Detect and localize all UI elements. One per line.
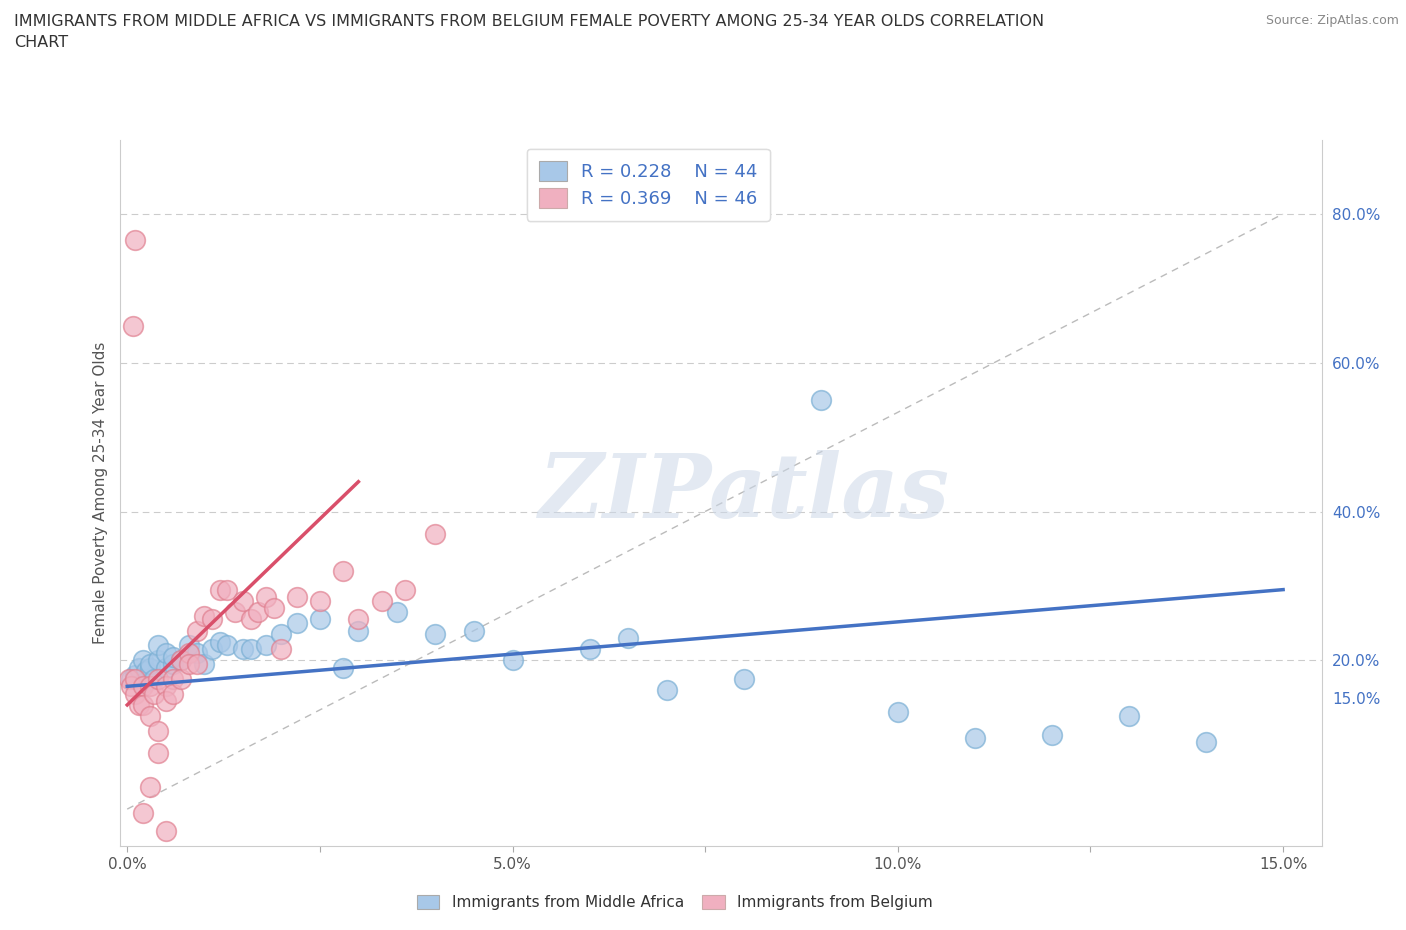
Point	[124, 668, 146, 683]
Text: Source: ZipAtlas.com: Source: ZipAtlas.com	[1265, 14, 1399, 27]
Text: CHART: CHART	[14, 35, 67, 50]
Point	[124, 232, 146, 247]
Point	[120, 671, 142, 686]
Point	[155, 660, 177, 675]
Point	[186, 657, 208, 671]
Point	[887, 705, 910, 720]
Point	[170, 653, 193, 668]
Point	[155, 824, 177, 839]
Point	[201, 642, 224, 657]
Point	[217, 582, 239, 597]
Point	[332, 660, 354, 675]
Point	[1040, 727, 1063, 742]
Point	[247, 604, 270, 619]
Point	[155, 645, 177, 660]
Point	[285, 590, 308, 604]
Point	[201, 612, 224, 627]
Point	[162, 671, 184, 686]
Point	[347, 623, 370, 638]
Point	[502, 653, 524, 668]
Point	[131, 675, 153, 690]
Point	[143, 686, 166, 701]
Point	[1118, 709, 1140, 724]
Point	[124, 671, 146, 686]
Point	[394, 582, 416, 597]
Point	[170, 671, 193, 686]
Y-axis label: Female Poverty Among 25-34 Year Olds: Female Poverty Among 25-34 Year Olds	[93, 341, 108, 644]
Point	[285, 616, 308, 631]
Point	[143, 671, 166, 686]
Point	[120, 679, 142, 694]
Point	[232, 642, 254, 657]
Point	[139, 679, 162, 694]
Point	[146, 638, 169, 653]
Point	[155, 679, 177, 694]
Text: ZIPatlas: ZIPatlas	[538, 449, 950, 537]
Point	[239, 642, 262, 657]
Point	[463, 623, 485, 638]
Point	[128, 660, 150, 675]
Point	[385, 604, 408, 619]
Point	[177, 657, 200, 671]
Point	[131, 679, 153, 694]
Point	[131, 698, 153, 712]
Point	[208, 582, 231, 597]
Text: IMMIGRANTS FROM MIDDLE AFRICA VS IMMIGRANTS FROM BELGIUM FEMALE POVERTY AMONG 25: IMMIGRANTS FROM MIDDLE AFRICA VS IMMIGRA…	[14, 14, 1045, 29]
Point	[139, 779, 162, 794]
Point	[139, 660, 162, 675]
Point	[254, 638, 277, 653]
Point	[146, 653, 169, 668]
Legend: R = 0.228    N = 44, R = 0.369    N = 46: R = 0.228 N = 44, R = 0.369 N = 46	[527, 149, 770, 220]
Point	[655, 683, 678, 698]
Point	[224, 604, 246, 619]
Point	[162, 649, 184, 664]
Point	[131, 653, 153, 668]
Point	[122, 318, 145, 333]
Point	[146, 724, 169, 738]
Point	[309, 593, 332, 608]
Point	[347, 612, 370, 627]
Point	[177, 645, 200, 660]
Point	[332, 564, 354, 578]
Point	[1195, 735, 1218, 750]
Point	[118, 671, 141, 686]
Point	[186, 645, 208, 660]
Point	[186, 623, 208, 638]
Point	[810, 392, 832, 407]
Point	[162, 686, 184, 701]
Point	[217, 638, 239, 653]
Point	[425, 526, 447, 541]
Point	[617, 631, 640, 645]
Point	[232, 593, 254, 608]
Point	[309, 612, 332, 627]
Point	[135, 664, 157, 679]
Point	[263, 601, 285, 616]
Point	[170, 653, 193, 668]
Point	[963, 731, 986, 746]
Point	[270, 642, 292, 657]
Legend: Immigrants from Middle Africa, Immigrants from Belgium: Immigrants from Middle Africa, Immigrant…	[409, 887, 941, 918]
Point	[139, 709, 162, 724]
Point	[155, 694, 177, 709]
Point	[177, 638, 200, 653]
Point	[146, 671, 169, 686]
Point	[193, 657, 215, 671]
Point	[578, 642, 600, 657]
Point	[733, 671, 755, 686]
Point	[239, 612, 262, 627]
Point	[425, 627, 447, 642]
Point	[193, 608, 215, 623]
Point	[162, 657, 184, 671]
Point	[370, 593, 392, 608]
Point	[131, 805, 153, 820]
Point	[254, 590, 277, 604]
Point	[146, 746, 169, 761]
Point	[128, 698, 150, 712]
Point	[270, 627, 292, 642]
Point	[208, 634, 231, 649]
Point	[139, 657, 162, 671]
Point	[124, 686, 146, 701]
